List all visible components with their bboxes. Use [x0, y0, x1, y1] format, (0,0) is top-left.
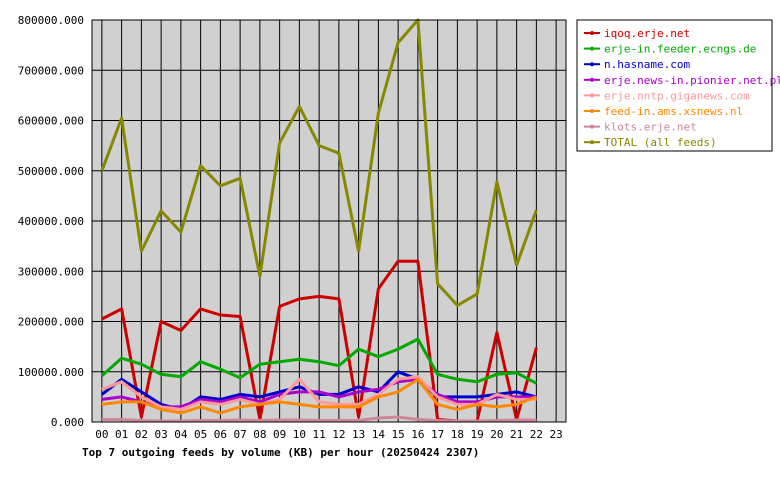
x-tick-label: 02: [135, 428, 148, 441]
legend-marker: [590, 62, 594, 67]
y-tick-label: 700000.000: [18, 64, 84, 77]
x-tick-label: 08: [253, 428, 266, 441]
x-tick-label: 09: [273, 428, 286, 441]
x-tick-label: 21: [510, 428, 523, 441]
legend: iqoq.erje.net erje-in.feeder.ecngs.de n.ha…: [576, 19, 780, 152]
x-tick-label: 07: [234, 428, 247, 441]
series-line-1: [100, 337, 538, 385]
x-tick-label: 11: [313, 428, 326, 441]
x-tick-label: 01: [115, 428, 128, 441]
legend-label: TOTAL (all feeds): [604, 136, 717, 149]
y-tick-label: 800000.000: [18, 14, 84, 27]
plot-frame: [91, 19, 567, 423]
x-tick-label: 10: [293, 428, 306, 441]
x-tick-label: 17: [431, 428, 444, 441]
legend-marker: [590, 31, 594, 35]
legend-marker: [590, 140, 594, 145]
x-tick-label: 15: [392, 428, 405, 441]
y-tick-label: 200000.000: [18, 316, 84, 329]
legend-label: iqoq.erje.net: [604, 27, 690, 40]
x-tick-label: 12: [332, 428, 345, 441]
x-tick-label: 16: [411, 428, 424, 441]
y-tick-label: 600000.000: [18, 115, 84, 128]
series-line-7: [100, 18, 538, 307]
legend-label: erje.nntp.giganews.com: [604, 89, 750, 102]
series-line-5: [101, 377, 537, 415]
x-tick-label: 13: [352, 428, 365, 441]
y-tick-label: 400000.000: [18, 215, 84, 228]
legend-label: klots.erje.net: [604, 121, 697, 134]
legend-label: n.hasname.com: [604, 58, 690, 71]
x-tick-label: 18: [451, 428, 464, 441]
legend-marker: [590, 77, 594, 82]
x-tick-label: 03: [155, 428, 168, 441]
legend-marker: [590, 109, 594, 113]
x-tick-label: 04: [174, 428, 188, 441]
series-line-3: [101, 377, 537, 409]
x-tick-label: 19: [471, 428, 484, 441]
y-tick-label: 300000.000: [18, 265, 84, 278]
x-tick-labels: 00 01 02 03 04 05 06 07 08 09 10 11 12 13 14 15 16 17 18 19…: [95, 428, 563, 441]
legend-label: erje-in.feeder.ecngs.de: [604, 43, 756, 56]
legend-marker: [590, 124, 594, 129]
y-tick-label: 100000.000: [18, 366, 84, 379]
legend-label: feed-in.ams.xsnews.nl: [604, 105, 743, 118]
chart-title: Top 7 outgoing feeds by volume (KB) per …: [82, 446, 479, 459]
legend-marker: [590, 93, 594, 98]
x-tick-label: 23: [550, 428, 563, 441]
legend-marker: [590, 46, 594, 51]
x-tick-label: 20: [490, 428, 503, 441]
legend-label: erje.news-in.pionier.net.pl: [604, 74, 780, 87]
x-tick-label: 05: [194, 428, 207, 441]
series-line-4: [101, 375, 537, 411]
x-tick-label: 00: [95, 428, 108, 441]
y-tick-labels: 0.000 100000.000 200000.000 300000.000 40000…: [18, 14, 84, 429]
x-tick-label: 14: [372, 428, 386, 441]
series-lines: [100, 18, 538, 423]
x-tick-label: 22: [530, 428, 543, 441]
series-line-6: [101, 415, 537, 423]
legend-box: [576, 19, 773, 152]
y-tick-label: 0.000: [51, 416, 84, 429]
x-tick-label: 06: [214, 428, 227, 441]
y-tick-label: 500000.000: [18, 165, 84, 178]
